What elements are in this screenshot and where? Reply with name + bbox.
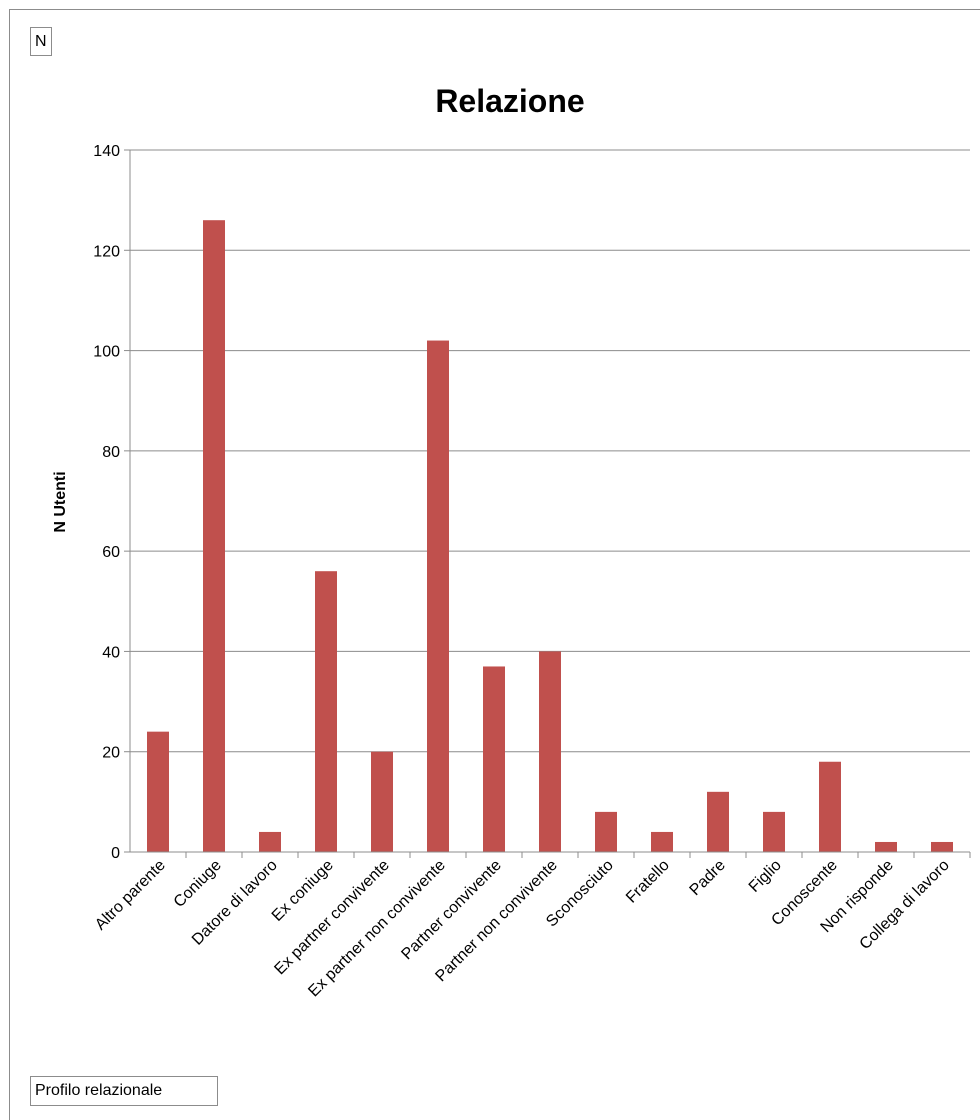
y-tick-label: 120 (93, 243, 120, 260)
bar (763, 811, 785, 852)
x-tick-label: Ex partner convivente (271, 857, 393, 979)
x-tick-label: Partner convivente (398, 857, 504, 963)
table-tag[interactable]: Profilo relazionale (30, 1076, 218, 1106)
y-axis-label: N Utenti (52, 471, 69, 532)
bar (539, 651, 561, 852)
bar (651, 831, 673, 852)
bar (427, 340, 449, 852)
field-tag[interactable]: N (30, 27, 52, 56)
y-tick-label: 0 (111, 845, 120, 862)
bar (595, 811, 617, 852)
bar (875, 841, 897, 852)
bar (259, 831, 281, 852)
bar (315, 571, 337, 852)
x-tick-label: Altro parente (92, 857, 169, 934)
bar (483, 666, 505, 852)
bar (371, 751, 393, 852)
y-tick-label: 80 (102, 444, 120, 461)
y-tick-label: 40 (102, 644, 120, 661)
x-tick-label: Figlio (746, 857, 785, 896)
bar (707, 791, 729, 852)
bar (203, 220, 225, 852)
y-tick-label: 60 (102, 544, 120, 561)
bar (147, 731, 169, 852)
chart-frame (9, 9, 980, 1120)
y-tick-label: 100 (93, 344, 120, 361)
y-tick-label: 140 (93, 143, 120, 160)
y-tick-label: 20 (102, 745, 120, 762)
bar (819, 761, 841, 852)
x-tick-label: Fratello (623, 857, 673, 907)
bar (931, 841, 953, 852)
x-tick-label: Padre (687, 857, 729, 899)
x-tick-label: Coniuge (171, 857, 225, 911)
chart-title: Relazione (435, 83, 584, 119)
